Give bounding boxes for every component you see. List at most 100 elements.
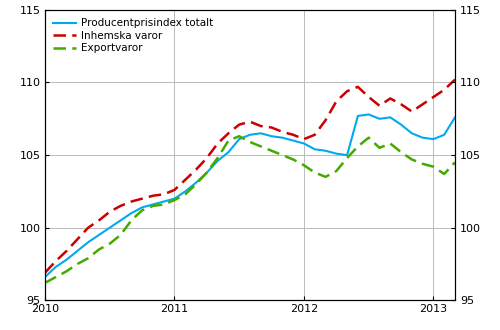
Exportvaror [355, 145, 361, 148]
Exportvaror [312, 171, 318, 175]
Inhemska varor [74, 237, 80, 241]
Inhemska varor [420, 102, 426, 106]
Exportvaror [214, 156, 220, 160]
Inhemska varor [236, 123, 242, 127]
Exportvaror [204, 171, 210, 175]
Producentprisindex totalt [74, 249, 80, 253]
Exportvaror [182, 192, 188, 196]
Legend: Producentprisindex totalt, Inhemska varor, Exportvaror: Producentprisindex totalt, Inhemska varo… [50, 15, 217, 56]
Exportvaror [42, 281, 48, 285]
Producentprisindex totalt [290, 139, 296, 143]
Producentprisindex totalt [42, 275, 48, 279]
Exportvaror [366, 136, 372, 140]
Producentprisindex totalt [226, 150, 232, 154]
Producentprisindex totalt [139, 205, 145, 209]
Inhemska varor [430, 95, 436, 99]
Producentprisindex totalt [344, 153, 350, 157]
Producentprisindex totalt [398, 123, 404, 127]
Exportvaror [376, 146, 382, 150]
Inhemska varor [128, 200, 134, 204]
Inhemska varor [139, 197, 145, 201]
Producentprisindex totalt [53, 265, 59, 269]
Inhemska varor [85, 226, 91, 230]
Producentprisindex totalt [150, 203, 156, 207]
Producentprisindex totalt [441, 133, 447, 137]
Producentprisindex totalt [85, 240, 91, 244]
Producentprisindex totalt [64, 258, 70, 262]
Exportvaror [64, 269, 70, 273]
Inhemska varor [366, 95, 372, 99]
Exportvaror [409, 157, 415, 161]
Producentprisindex totalt [182, 189, 188, 193]
Inhemska varor [247, 120, 253, 124]
Inhemska varor [409, 110, 415, 114]
Inhemska varor [355, 85, 361, 89]
Producentprisindex totalt [96, 233, 102, 237]
Inhemska varor [268, 125, 274, 129]
Producentprisindex totalt [420, 136, 426, 140]
Exportvaror [420, 162, 426, 166]
Producentprisindex totalt [312, 147, 318, 151]
Exportvaror [85, 256, 91, 260]
Exportvaror [172, 198, 177, 202]
Inhemska varor [344, 89, 350, 93]
Inhemska varor [441, 88, 447, 92]
Producentprisindex totalt [106, 226, 112, 230]
Producentprisindex totalt [128, 211, 134, 215]
Exportvaror [96, 248, 102, 251]
Inhemska varor [64, 249, 70, 253]
Exportvaror [280, 153, 285, 157]
Exportvaror [128, 218, 134, 222]
Inhemska varor [290, 133, 296, 137]
Inhemska varor [376, 104, 382, 108]
Exportvaror [226, 139, 232, 143]
Line: Exportvaror: Exportvaror [45, 136, 455, 283]
Line: Inhemska varor: Inhemska varor [45, 80, 455, 273]
Inhemska varor [452, 78, 458, 82]
Inhemska varor [214, 142, 220, 146]
Exportvaror [150, 204, 156, 208]
Inhemska varor [42, 271, 48, 275]
Inhemska varor [226, 131, 232, 135]
Exportvaror [160, 203, 166, 207]
Inhemska varor [398, 102, 404, 106]
Exportvaror [301, 163, 307, 167]
Exportvaror [441, 172, 447, 176]
Inhemska varor [280, 130, 285, 134]
Producentprisindex totalt [430, 137, 436, 141]
Exportvaror [236, 134, 242, 138]
Producentprisindex totalt [388, 115, 394, 119]
Producentprisindex totalt [301, 142, 307, 146]
Inhemska varor [193, 168, 199, 172]
Producentprisindex totalt [355, 114, 361, 118]
Producentprisindex totalt [118, 218, 124, 222]
Exportvaror [452, 160, 458, 164]
Producentprisindex totalt [334, 152, 340, 156]
Producentprisindex totalt [258, 131, 264, 135]
Producentprisindex totalt [204, 171, 210, 175]
Producentprisindex totalt [268, 134, 274, 138]
Inhemska varor [204, 156, 210, 160]
Inhemska varor [312, 133, 318, 137]
Exportvaror [74, 262, 80, 266]
Producentprisindex totalt [376, 117, 382, 121]
Producentprisindex totalt [193, 181, 199, 185]
Inhemska varor [182, 178, 188, 182]
Producentprisindex totalt [409, 131, 415, 135]
Inhemska varor [322, 118, 328, 122]
Inhemska varor [388, 96, 394, 100]
Inhemska varor [301, 137, 307, 141]
Inhemska varor [118, 204, 124, 208]
Exportvaror [430, 165, 436, 169]
Exportvaror [290, 157, 296, 161]
Exportvaror [344, 156, 350, 160]
Producentprisindex totalt [322, 149, 328, 153]
Exportvaror [53, 275, 59, 279]
Exportvaror [247, 140, 253, 144]
Producentprisindex totalt [214, 159, 220, 163]
Exportvaror [388, 142, 394, 146]
Line: Producentprisindex totalt: Producentprisindex totalt [45, 115, 455, 277]
Producentprisindex totalt [452, 115, 458, 119]
Inhemska varor [334, 99, 340, 103]
Exportvaror [398, 150, 404, 154]
